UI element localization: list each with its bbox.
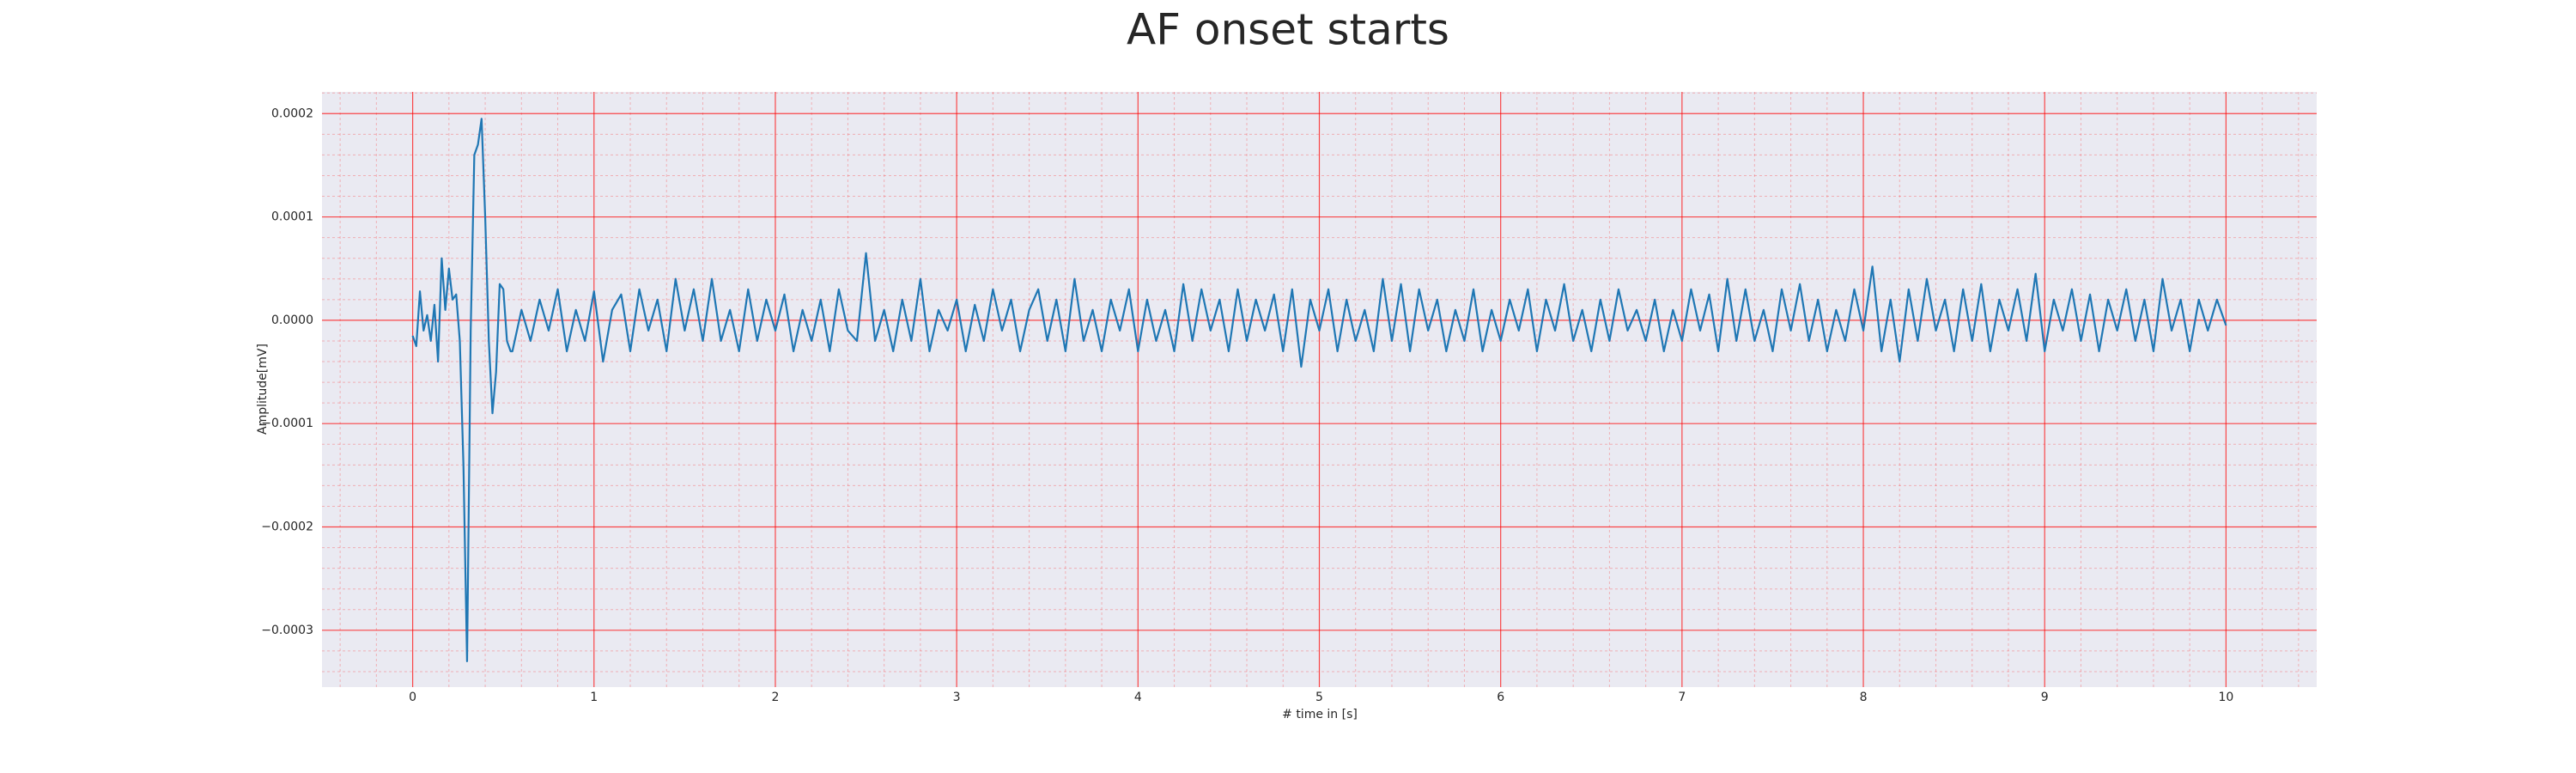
x-tick-label: 9 (2041, 691, 2049, 704)
x-tick-label: 7 (1678, 691, 1686, 704)
x-tick-label: 1 (590, 691, 598, 704)
signal-line (411, 118, 2227, 663)
y-tick-label: −0.0003 (261, 624, 313, 637)
x-tick-label: 8 (1860, 691, 1868, 704)
y-tick-label: 0.0001 (271, 210, 313, 224)
y-axis-label: Amplitude[mV] (256, 344, 270, 435)
x-axis-label: # time in [s] (1282, 708, 1358, 721)
x-tick-label: 2 (771, 691, 779, 704)
x-tick-label: 4 (1134, 691, 1142, 704)
x-tick-label: 6 (1497, 691, 1504, 704)
y-tick-label: −0.0002 (261, 520, 313, 534)
x-tick-label: 3 (953, 691, 961, 704)
x-tick-label: 10 (2218, 691, 2233, 704)
x-tick-label: 5 (1315, 691, 1323, 704)
chart-title: AF onset starts (1127, 5, 1449, 55)
y-tick-label: −0.0001 (261, 417, 313, 430)
y-tick-label: 0.0000 (271, 313, 313, 327)
x-tick-label: 0 (409, 691, 416, 704)
y-tick-label: 0.0002 (271, 107, 313, 120)
